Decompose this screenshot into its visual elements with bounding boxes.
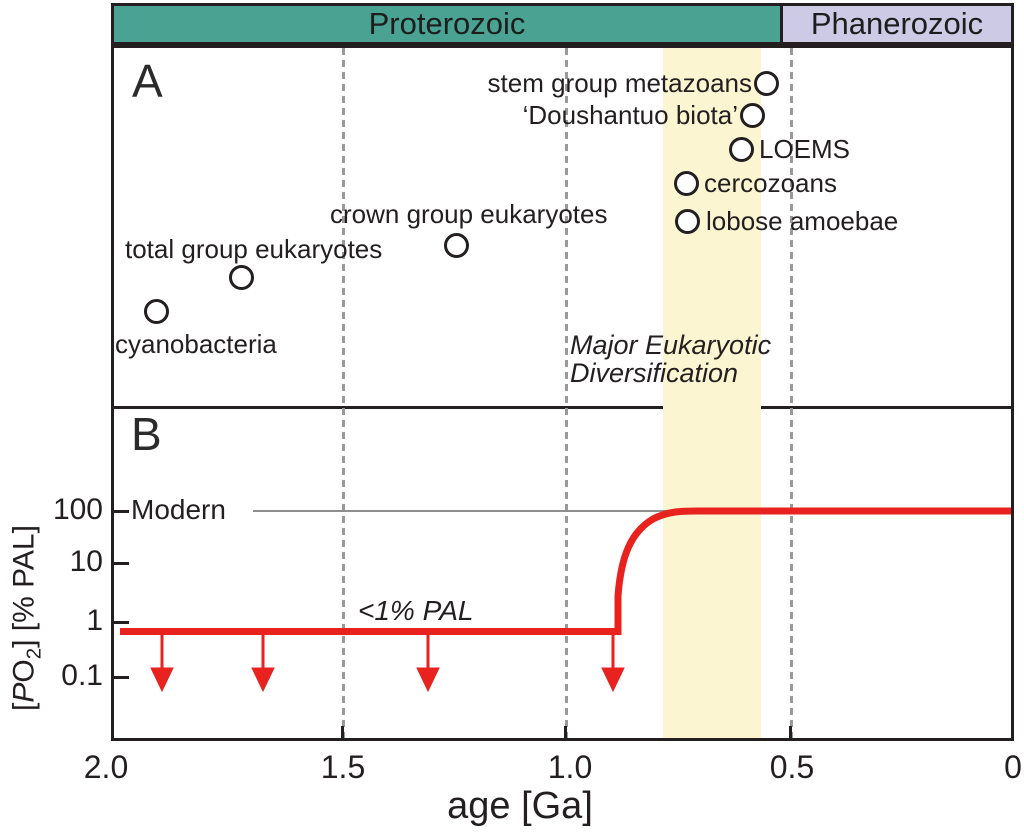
event-label-total-group-eukaryotes: total group eukaryotes (125, 234, 383, 264)
y-tick-label-1: 1 (86, 604, 103, 637)
era-segment-phanerozoic: Phanerozoic (783, 6, 1011, 42)
threshold-label: <1% PAL (358, 595, 474, 626)
x-tick-label-1.5: 1.5 (320, 749, 366, 785)
event-label-cyanobacteria: cyanobacteria (115, 329, 277, 359)
era-segment-proterozoic: Proterozoic (114, 6, 783, 42)
panel-a-label: A (132, 55, 163, 107)
y-axis-title-p: P (7, 682, 41, 703)
datapoint-circle-crown-group-eukaryotes (444, 233, 469, 258)
band-annotation-line1: Major Eukaryotic (570, 330, 772, 360)
y-tick-label-10: 10 (69, 545, 103, 578)
datapoint-circle-cercozoans (674, 171, 699, 196)
y-tick-0.1 (114, 676, 129, 679)
event-label-loems: LOEMS (759, 134, 851, 164)
x-axis-title: age [Ga] (447, 785, 593, 827)
y-tick-label-100: 100 (52, 493, 103, 526)
event-label-cercozoans: cercozoans (704, 168, 837, 198)
y-axis-title-open: [ (7, 702, 41, 711)
datapoint-circle-doushantuo-biota (740, 103, 765, 128)
x-tick-1.5ga (341, 726, 344, 738)
x-tick-0.5ga (789, 726, 792, 738)
era-label-phanerozoic: Phanerozoic (810, 6, 984, 41)
gridline-1.0ga (565, 48, 568, 738)
y-tick-10 (114, 562, 129, 565)
gridline-1.5ga (342, 48, 345, 738)
y-axis-title: [PO2] [% PAL] (8, 525, 47, 711)
era-bar: Proterozoic Phanerozoic (111, 3, 1014, 45)
panel-divider (114, 406, 1011, 409)
event-label-crown-group-eukaryotes: crown group eukaryotes (330, 199, 608, 229)
event-label-stem-group-metazoans: stem group metazoans (487, 68, 752, 98)
era-label-proterozoic: Proterozoic (368, 6, 526, 41)
datapoint-circle-lobose-amoebae (675, 209, 700, 234)
datapoint-circle-total-group-eukaryotes (229, 265, 254, 290)
gridline-0.5ga (790, 48, 793, 738)
y-tick-100 (114, 510, 129, 513)
x-tick-label-1.0: 1.0 (547, 749, 593, 785)
y-tick-1 (114, 621, 129, 624)
x-tick-1.0ga (564, 726, 567, 738)
y-axis-title-o: O (7, 659, 41, 683)
event-label-doushantuo-biota: ‘Doushantuo biota’ (522, 100, 738, 130)
datapoint-circle-cyanobacteria (144, 299, 169, 324)
band-annotation-line2: Diversification (570, 358, 739, 388)
event-label-lobose-amoebae: lobose amoebae (706, 206, 899, 236)
x-tick-label-2.0: 2.0 (83, 749, 129, 785)
y-axis-title-sub: 2 (23, 647, 46, 660)
datapoint-circle-loems (729, 137, 754, 162)
x-tick-label-0: 0 (1004, 749, 1022, 785)
y-tick-label-0.1: 0.1 (61, 659, 103, 692)
x-tick-label-0.5: 0.5 (769, 749, 815, 785)
panel-b-label: B (131, 408, 162, 460)
y-axis-title-rest: ] [% PAL] (7, 525, 41, 648)
datapoint-circle-stem-group-metazoans (754, 71, 779, 96)
plot-frame (111, 45, 1014, 741)
modern-label: Modern (131, 494, 226, 525)
